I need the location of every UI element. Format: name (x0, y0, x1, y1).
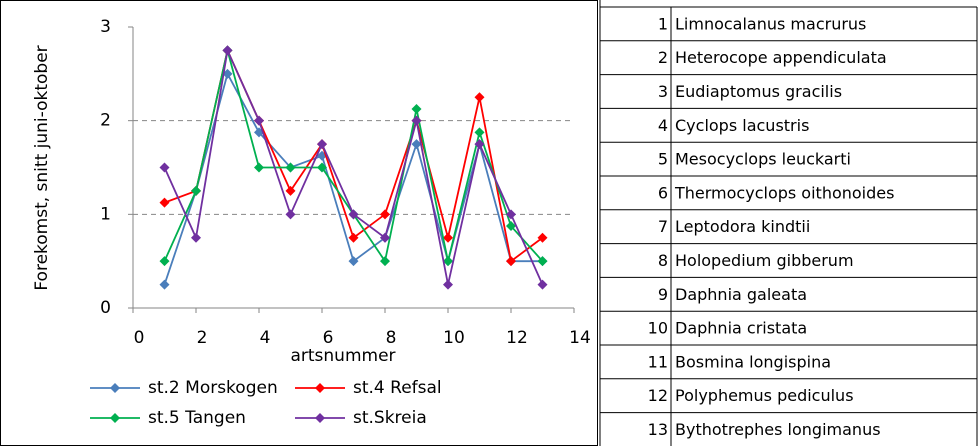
row-name: Daphnia cristata (675, 319, 807, 338)
x-axis-label: artsnummer (290, 346, 395, 366)
series-line (163, 50, 544, 264)
row-number: 13 (648, 420, 668, 439)
row-number: 9 (658, 285, 668, 304)
marker (474, 139, 485, 150)
marker (348, 232, 359, 243)
marker (411, 139, 422, 150)
row-number: 7 (658, 217, 668, 236)
row-number: 10 (648, 319, 668, 338)
y-tick-label: 0 (100, 298, 111, 318)
marker (411, 103, 422, 114)
y-tick-label: 2 (100, 111, 111, 131)
marker (285, 162, 296, 173)
row-number: 11 (648, 352, 668, 371)
row-name: Mesocyclops leuckarti (675, 150, 851, 169)
marker (317, 139, 327, 150)
marker (285, 209, 296, 220)
x-tick-label: 4 (260, 328, 271, 348)
marker (191, 232, 201, 243)
row-number: 3 (658, 82, 668, 101)
legend-label: st.5 Tangen (148, 408, 246, 428)
series-line (163, 71, 543, 285)
legend-marker (315, 383, 325, 393)
row-name: Holopedium gibberum (675, 251, 854, 270)
marker (222, 68, 233, 79)
row-number: 5 (658, 150, 668, 169)
row-number: 4 (658, 116, 668, 135)
marker (443, 256, 453, 267)
x-tick-label: 14 (569, 328, 591, 348)
marker (537, 256, 548, 267)
row-name: Leptodora kindtii (675, 217, 810, 236)
marker (254, 115, 264, 126)
marker (537, 232, 548, 243)
marker (380, 232, 390, 243)
row-name: Thermocyclops oithonoides (674, 183, 894, 202)
marker (191, 185, 201, 196)
marker (348, 256, 359, 267)
marker (443, 232, 453, 243)
marker (159, 197, 170, 208)
marker (443, 279, 453, 290)
legend-marker (315, 413, 325, 423)
row-number: 2 (658, 48, 668, 67)
chart-border (0, 0, 598, 446)
marker (254, 162, 264, 173)
table: 1 Limnocalanus macrurus 2 Heterocope append… (599, 0, 978, 446)
marker (537, 279, 548, 290)
row-name: Heterocope appendiculata (675, 48, 887, 67)
marker (506, 209, 516, 220)
marker (474, 92, 485, 103)
row-name: Polyphemus pediculus (675, 386, 854, 405)
x-tick-label: 0 (134, 328, 145, 348)
x-tick-label: 2 (197, 328, 208, 348)
marker (411, 115, 422, 126)
marker (506, 221, 516, 232)
x-tick-label: 6 (323, 328, 334, 348)
marker (380, 209, 390, 220)
x-tick-label: 8 (386, 328, 397, 348)
row-name: Bythotrephes longimanus (675, 420, 881, 439)
marker (285, 185, 296, 196)
row-number: 12 (648, 386, 668, 405)
row-name: Eudiaptomus gracilis (675, 82, 842, 101)
marker (380, 256, 390, 267)
marker (159, 256, 170, 267)
legend-label: st.4 Refsal (353, 378, 442, 398)
marker (506, 256, 516, 267)
row-number: 8 (658, 251, 668, 270)
row-name: Limnocalanus macrurus (675, 14, 866, 33)
marker (348, 209, 359, 220)
row-name: Daphnia galeata (675, 285, 807, 304)
y-tick-label: 1 (100, 204, 111, 224)
marker (159, 279, 170, 290)
row-number: 1 (658, 14, 668, 33)
x-tick-label: 12 (506, 328, 528, 348)
legend-marker (110, 413, 120, 423)
row-number: 6 (658, 183, 668, 202)
row-name: Bosmina longispina (675, 352, 831, 371)
row-name: Cyclops lacustris (675, 116, 809, 135)
legend-label: st.2 Morskogen (148, 378, 278, 398)
marker (317, 162, 327, 173)
marker (222, 45, 233, 56)
y-axis-label: Forekomst, snitt juni-oktober (32, 45, 52, 290)
x-tick-label: 10 (443, 328, 465, 348)
y-tick-label: 3 (100, 17, 111, 37)
legend-label: st.Skreia (353, 408, 427, 428)
marker (159, 162, 170, 173)
legend-marker (110, 383, 120, 393)
marker (474, 127, 485, 138)
